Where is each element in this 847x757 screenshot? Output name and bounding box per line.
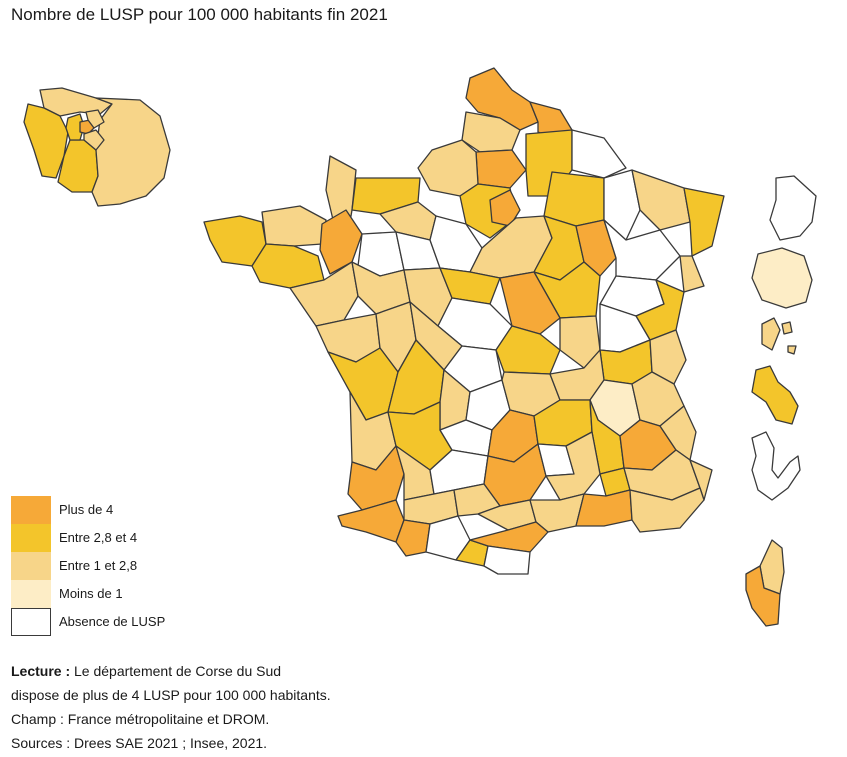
dept-haute-savoie — [649, 329, 687, 385]
corse — [745, 539, 785, 627]
dept-bouches-du-rhone — [575, 489, 633, 527]
dept-val-de-marne — [83, 129, 105, 151]
dept-hautes-alpes — [659, 405, 697, 461]
dept-moselle — [631, 169, 691, 231]
dept-val-paris-zone — [489, 189, 521, 227]
notes: Lecture : Le département de Corse du Sud… — [11, 659, 331, 755]
dept-haut-rhin — [679, 255, 705, 293]
dept-ardennes — [571, 129, 627, 179]
note-lecture: Lecture : Le département de Corse du Sud — [11, 659, 331, 683]
note-lecture-cont: dispose de plus de 4 LUSP pour 100 000 h… — [11, 687, 331, 703]
legend-label: Moins de 1 — [59, 586, 123, 601]
map-title: Nombre de LUSP pour 100 000 habitants fi… — [11, 5, 388, 24]
dept-pyrenees-orientales — [483, 545, 531, 575]
legend-swatch — [11, 524, 51, 552]
legend-swatch — [11, 580, 51, 608]
note-lecture-label: Lecture : — [11, 663, 71, 679]
legend-swatch — [11, 496, 51, 524]
dept-bas-rhin — [683, 187, 725, 257]
note-lecture-text: Le département de Corse du Sud — [70, 663, 282, 679]
dept-landes — [347, 445, 405, 511]
dept-marne — [543, 171, 605, 227]
dept-hauts-de-seine — [65, 113, 85, 141]
legend-item-entre-2-8-et-4: Entre 2,8 et 4 — [11, 524, 271, 552]
legend-swatch — [11, 608, 51, 636]
drom — [751, 175, 817, 501]
dept-haute-marne — [575, 219, 617, 277]
drom-guadeloupe — [751, 431, 801, 501]
legend-label: Plus de 4 — [59, 502, 114, 517]
drom-martinique — [751, 365, 799, 425]
note-sources: Sources : Drees SAE 2021 ; Insee, 2021. — [11, 735, 268, 751]
dept-somme — [475, 149, 527, 189]
france-metropolitaine — [203, 67, 725, 575]
dept-cotes-armor — [261, 205, 327, 247]
ile-de-france-inset — [23, 87, 171, 207]
drom-reunion — [751, 247, 813, 309]
dept-seine-saint-denis — [85, 109, 105, 129]
note-champ: Champ : France métropolitaine et DROM. — [11, 711, 270, 727]
legend-label: Entre 1 et 2,8 — [59, 558, 138, 573]
dept-loiret — [439, 267, 501, 305]
dept-yvelines — [23, 103, 69, 179]
legend-item-absence: Absence de LUSP — [11, 608, 271, 636]
drom-guyane — [769, 175, 817, 241]
dept-corse-du-sud — [745, 565, 781, 627]
legend-item-plus-de-4: Plus de 4 — [11, 496, 271, 524]
dept-meuse — [603, 169, 641, 241]
legend-swatch — [11, 552, 51, 580]
dept-var — [629, 487, 705, 533]
drom-mayotte — [761, 317, 797, 355]
dept-charente-maritime — [327, 347, 399, 421]
dept-morbihan — [251, 243, 325, 289]
legend-label: Absence de LUSP — [59, 614, 166, 629]
legend-item-entre-1-et-2-8: Entre 1 et 2,8 — [11, 552, 271, 580]
legend-item-moins-de-1: Moins de 1 — [11, 580, 271, 608]
dept-seine-et-marne — [91, 97, 171, 207]
legend-label: Entre 2,8 et 4 — [59, 530, 138, 545]
dept-seine-maritime — [417, 139, 479, 197]
dept-vosges — [603, 219, 681, 281]
dept-nievre — [499, 271, 561, 335]
dept-nord — [465, 67, 539, 131]
